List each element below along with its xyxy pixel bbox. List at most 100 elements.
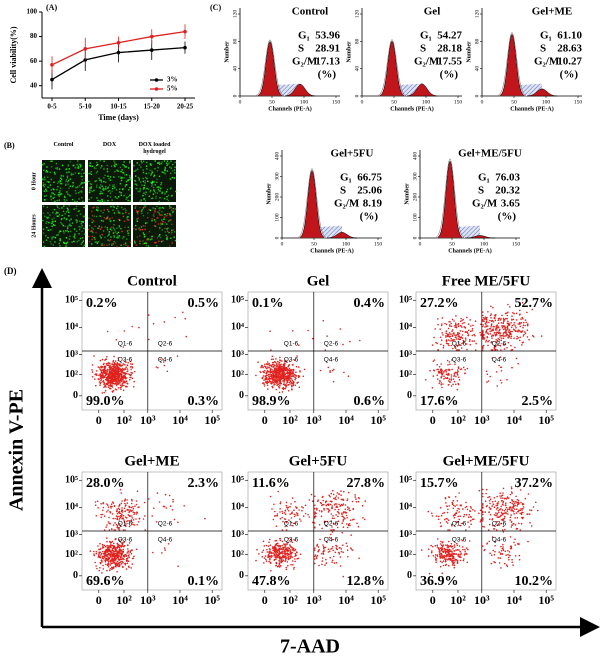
cell [44,183,46,186]
event-dot [480,519,482,521]
event-dot [527,513,529,515]
cell [66,171,68,174]
event-dot [357,525,360,528]
event-dot [450,374,453,376]
event-dot [101,513,104,516]
event-dot [522,507,524,510]
event-dot [125,554,127,556]
event-dot [276,513,279,515]
cell [46,216,48,219]
event-dot [126,557,128,560]
event-dot [350,534,353,536]
event-dot [93,553,95,555]
event-dot [110,541,113,544]
cell [108,218,111,221]
cell [82,182,84,184]
event-dot [524,332,527,335]
cell [90,187,92,190]
cell [116,169,118,171]
event-dot [521,509,523,511]
event-dot [116,362,119,364]
event-dot [116,545,119,547]
event-dot [274,378,277,381]
cell [114,196,117,198]
cell [66,199,68,201]
cell [44,235,47,237]
event-dot [112,555,115,558]
cell [114,242,117,244]
cell [156,181,158,184]
cell [80,223,83,225]
event-dot [121,553,123,556]
cell [93,189,95,192]
event-dot [281,552,284,554]
event-dot [456,374,459,376]
event-dot [284,362,286,365]
cell [59,192,61,194]
event-dot [505,506,508,509]
event-dot [284,513,287,516]
event-dot [457,520,459,523]
cell [161,210,163,213]
event-dot [285,378,288,380]
cell [135,228,137,230]
cell [173,177,176,179]
event-dot [123,372,125,375]
event-dot [336,492,339,494]
cell [108,233,110,235]
event-dot [512,318,515,321]
event-dot [437,538,439,540]
cell [96,184,98,186]
event-dot [446,369,448,371]
event-dot [269,373,271,376]
x-tick-label: 0 [262,593,268,607]
event-dot [129,376,131,379]
marker [50,77,54,82]
y-axis-label: Number [466,41,472,63]
event-dot [514,346,516,349]
event-dot [158,501,161,503]
cell [140,181,142,183]
cell [56,182,59,185]
cell [133,241,136,243]
event-dot [279,502,282,505]
cell [160,183,162,186]
event-dot [116,564,119,566]
cell [129,176,131,179]
y-tick-label: 0 [73,570,78,581]
event-dot [118,370,120,373]
event-dot [128,553,130,555]
event-dot [513,328,515,331]
event-dot [292,564,294,566]
event-dot [288,374,290,377]
event-dot [100,379,102,382]
plot-title: Gel+ME/5FU [443,453,530,469]
event-dot [120,510,123,513]
event-dot [510,514,512,516]
event-dot [518,314,521,316]
cell [78,239,80,242]
cell [142,194,144,197]
cell [111,190,113,192]
event-dot [332,549,335,552]
event-dot [100,369,102,371]
cell [88,224,91,227]
event-dot [445,332,448,335]
event-dot [124,372,127,375]
envelope [297,167,327,239]
event-dot [504,343,506,346]
cell [51,225,53,228]
event-dot [456,504,458,506]
cell [58,242,61,245]
cell [66,207,69,210]
event-dot [445,323,448,326]
event-dot [447,334,450,336]
event-dot [278,376,281,378]
x-tick-label: 0 [419,241,422,247]
y-tick-label: 10² [231,549,244,560]
event-dot [499,356,502,359]
event-dot [474,334,476,337]
event-dot [130,368,132,371]
cell [143,205,146,207]
event-dot [442,544,445,546]
